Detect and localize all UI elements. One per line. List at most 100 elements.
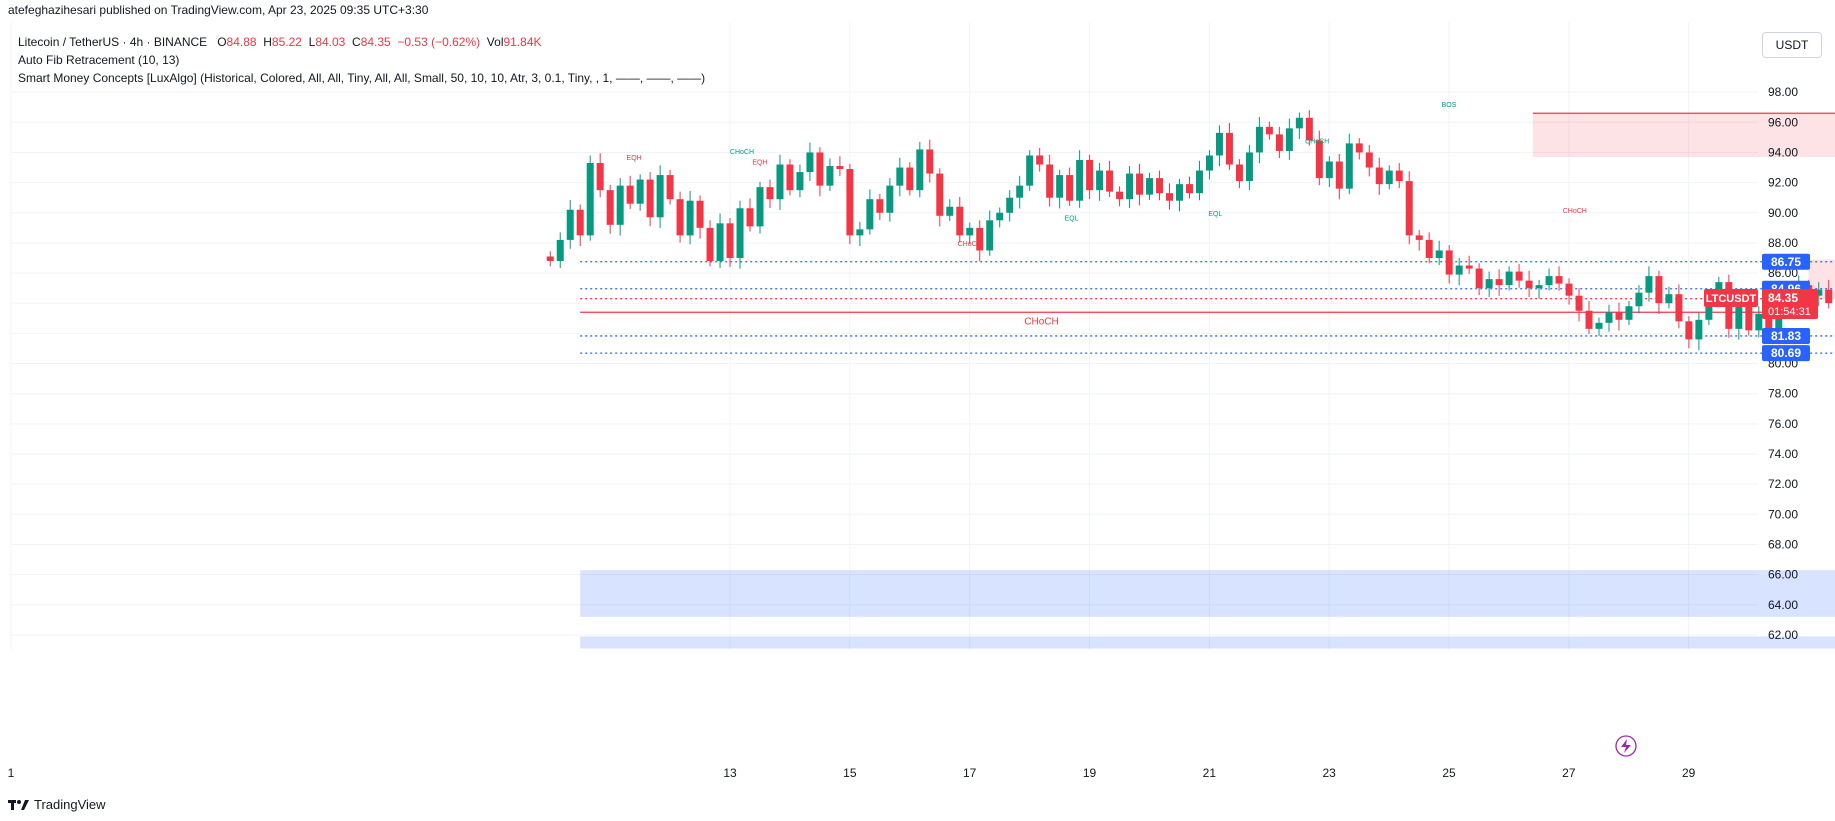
close-value: 84.35 xyxy=(360,35,391,49)
candle xyxy=(1815,282,1823,307)
premium-zone xyxy=(1532,113,1835,157)
price-label-tag: 81.83 xyxy=(1762,327,1810,344)
candle xyxy=(1275,126,1283,159)
close-label: C xyxy=(352,35,361,49)
candle xyxy=(1685,316,1693,349)
candle xyxy=(1575,288,1583,322)
indicator-fib[interactable]: Auto Fib Retracement (10, 13) xyxy=(18,53,180,67)
candle-body xyxy=(1325,161,1333,179)
candle xyxy=(1046,154,1054,207)
price-tick-label: 68.00 xyxy=(1768,537,1798,551)
candle xyxy=(606,184,614,234)
candle-body xyxy=(1106,170,1114,192)
candle-body xyxy=(1086,160,1094,191)
candle xyxy=(1505,266,1513,291)
candle-body xyxy=(1655,276,1663,304)
candle-body xyxy=(1245,152,1253,182)
price-tick-label: 64.00 xyxy=(1768,598,1798,612)
candle xyxy=(986,210,994,256)
candle xyxy=(1056,169,1064,209)
candle xyxy=(1605,304,1613,332)
candle-body xyxy=(1295,117,1303,129)
candle-body xyxy=(1615,312,1623,320)
vol-label: Vol xyxy=(486,35,504,49)
symbol-tag-text: LTCUSDT xyxy=(1706,293,1757,305)
candle-body xyxy=(1525,280,1533,289)
vol-value: 91.84K xyxy=(503,35,542,49)
candle xyxy=(1006,190,1014,222)
currency-selector[interactable]: USDT xyxy=(1762,32,1822,58)
low-value: 84.03 xyxy=(315,35,346,49)
price-label-bg xyxy=(1762,327,1810,344)
candle xyxy=(876,193,884,220)
candle xyxy=(916,141,924,198)
candle xyxy=(1385,165,1393,190)
candle xyxy=(1345,133,1353,194)
candle-body xyxy=(1735,303,1743,329)
price-tick-label: 74.00 xyxy=(1768,447,1798,461)
candle xyxy=(1136,163,1144,206)
candle xyxy=(1335,153,1343,200)
candle xyxy=(1096,163,1104,201)
candle xyxy=(1545,268,1553,291)
smc-label: CHoCH xyxy=(730,149,754,156)
candle xyxy=(866,189,874,235)
candle xyxy=(1435,240,1443,266)
candle-body xyxy=(666,175,674,200)
candle xyxy=(736,200,744,269)
candle xyxy=(1595,317,1603,336)
candle-body xyxy=(1755,313,1763,331)
price-label-text: 86.75 xyxy=(1771,255,1801,269)
candle-body xyxy=(716,223,724,262)
time-tick-label: 1 xyxy=(8,766,15,780)
candle xyxy=(576,204,584,247)
candle-body xyxy=(1415,235,1423,240)
high-label: H xyxy=(263,35,272,49)
candle-body xyxy=(1116,191,1124,200)
candle xyxy=(596,153,604,198)
candle-body xyxy=(1695,319,1703,340)
open-label: O xyxy=(217,35,227,49)
candle xyxy=(906,162,914,196)
candle xyxy=(1146,172,1154,200)
indicator-smc[interactable]: Smart Money Concepts [LuxAlgo] (Historic… xyxy=(18,71,706,85)
candle-body xyxy=(1156,178,1164,194)
candle-body xyxy=(1006,197,1014,213)
candle xyxy=(1116,186,1124,207)
candle-body xyxy=(1685,321,1693,340)
candle xyxy=(1076,150,1084,208)
candle-body xyxy=(1066,175,1074,201)
candle xyxy=(756,181,764,234)
candle xyxy=(956,196,964,243)
price-tick-label: 66.00 xyxy=(1768,568,1798,582)
candle-body xyxy=(916,149,924,191)
time-tick-label: 23 xyxy=(1322,766,1336,780)
candle xyxy=(1285,118,1293,160)
candle xyxy=(556,232,564,269)
candle-body xyxy=(1765,313,1773,334)
lightning-icon[interactable] xyxy=(1615,735,1637,757)
candle-body xyxy=(556,239,564,262)
price-tick-label: 70.00 xyxy=(1768,507,1798,521)
candle xyxy=(776,154,784,210)
candle-body xyxy=(866,199,874,230)
candle-body xyxy=(1745,303,1753,331)
candle-body xyxy=(1645,276,1653,293)
candle-body xyxy=(1565,283,1573,296)
candle xyxy=(766,179,774,209)
symbol-title[interactable]: Litecoin / TetherUS · 4h · BINANCE xyxy=(18,35,208,49)
candle-body xyxy=(1575,295,1583,311)
candle xyxy=(856,221,864,247)
price-tick-label: 98.00 xyxy=(1768,85,1798,99)
candle xyxy=(1555,266,1563,291)
candle xyxy=(706,220,714,267)
candle-body xyxy=(806,152,814,173)
candle xyxy=(1515,264,1523,288)
smc-label: EQL xyxy=(1065,215,1079,222)
candle-body xyxy=(1495,279,1503,286)
candle xyxy=(656,165,664,228)
candle xyxy=(886,178,894,222)
candle xyxy=(1235,159,1243,189)
